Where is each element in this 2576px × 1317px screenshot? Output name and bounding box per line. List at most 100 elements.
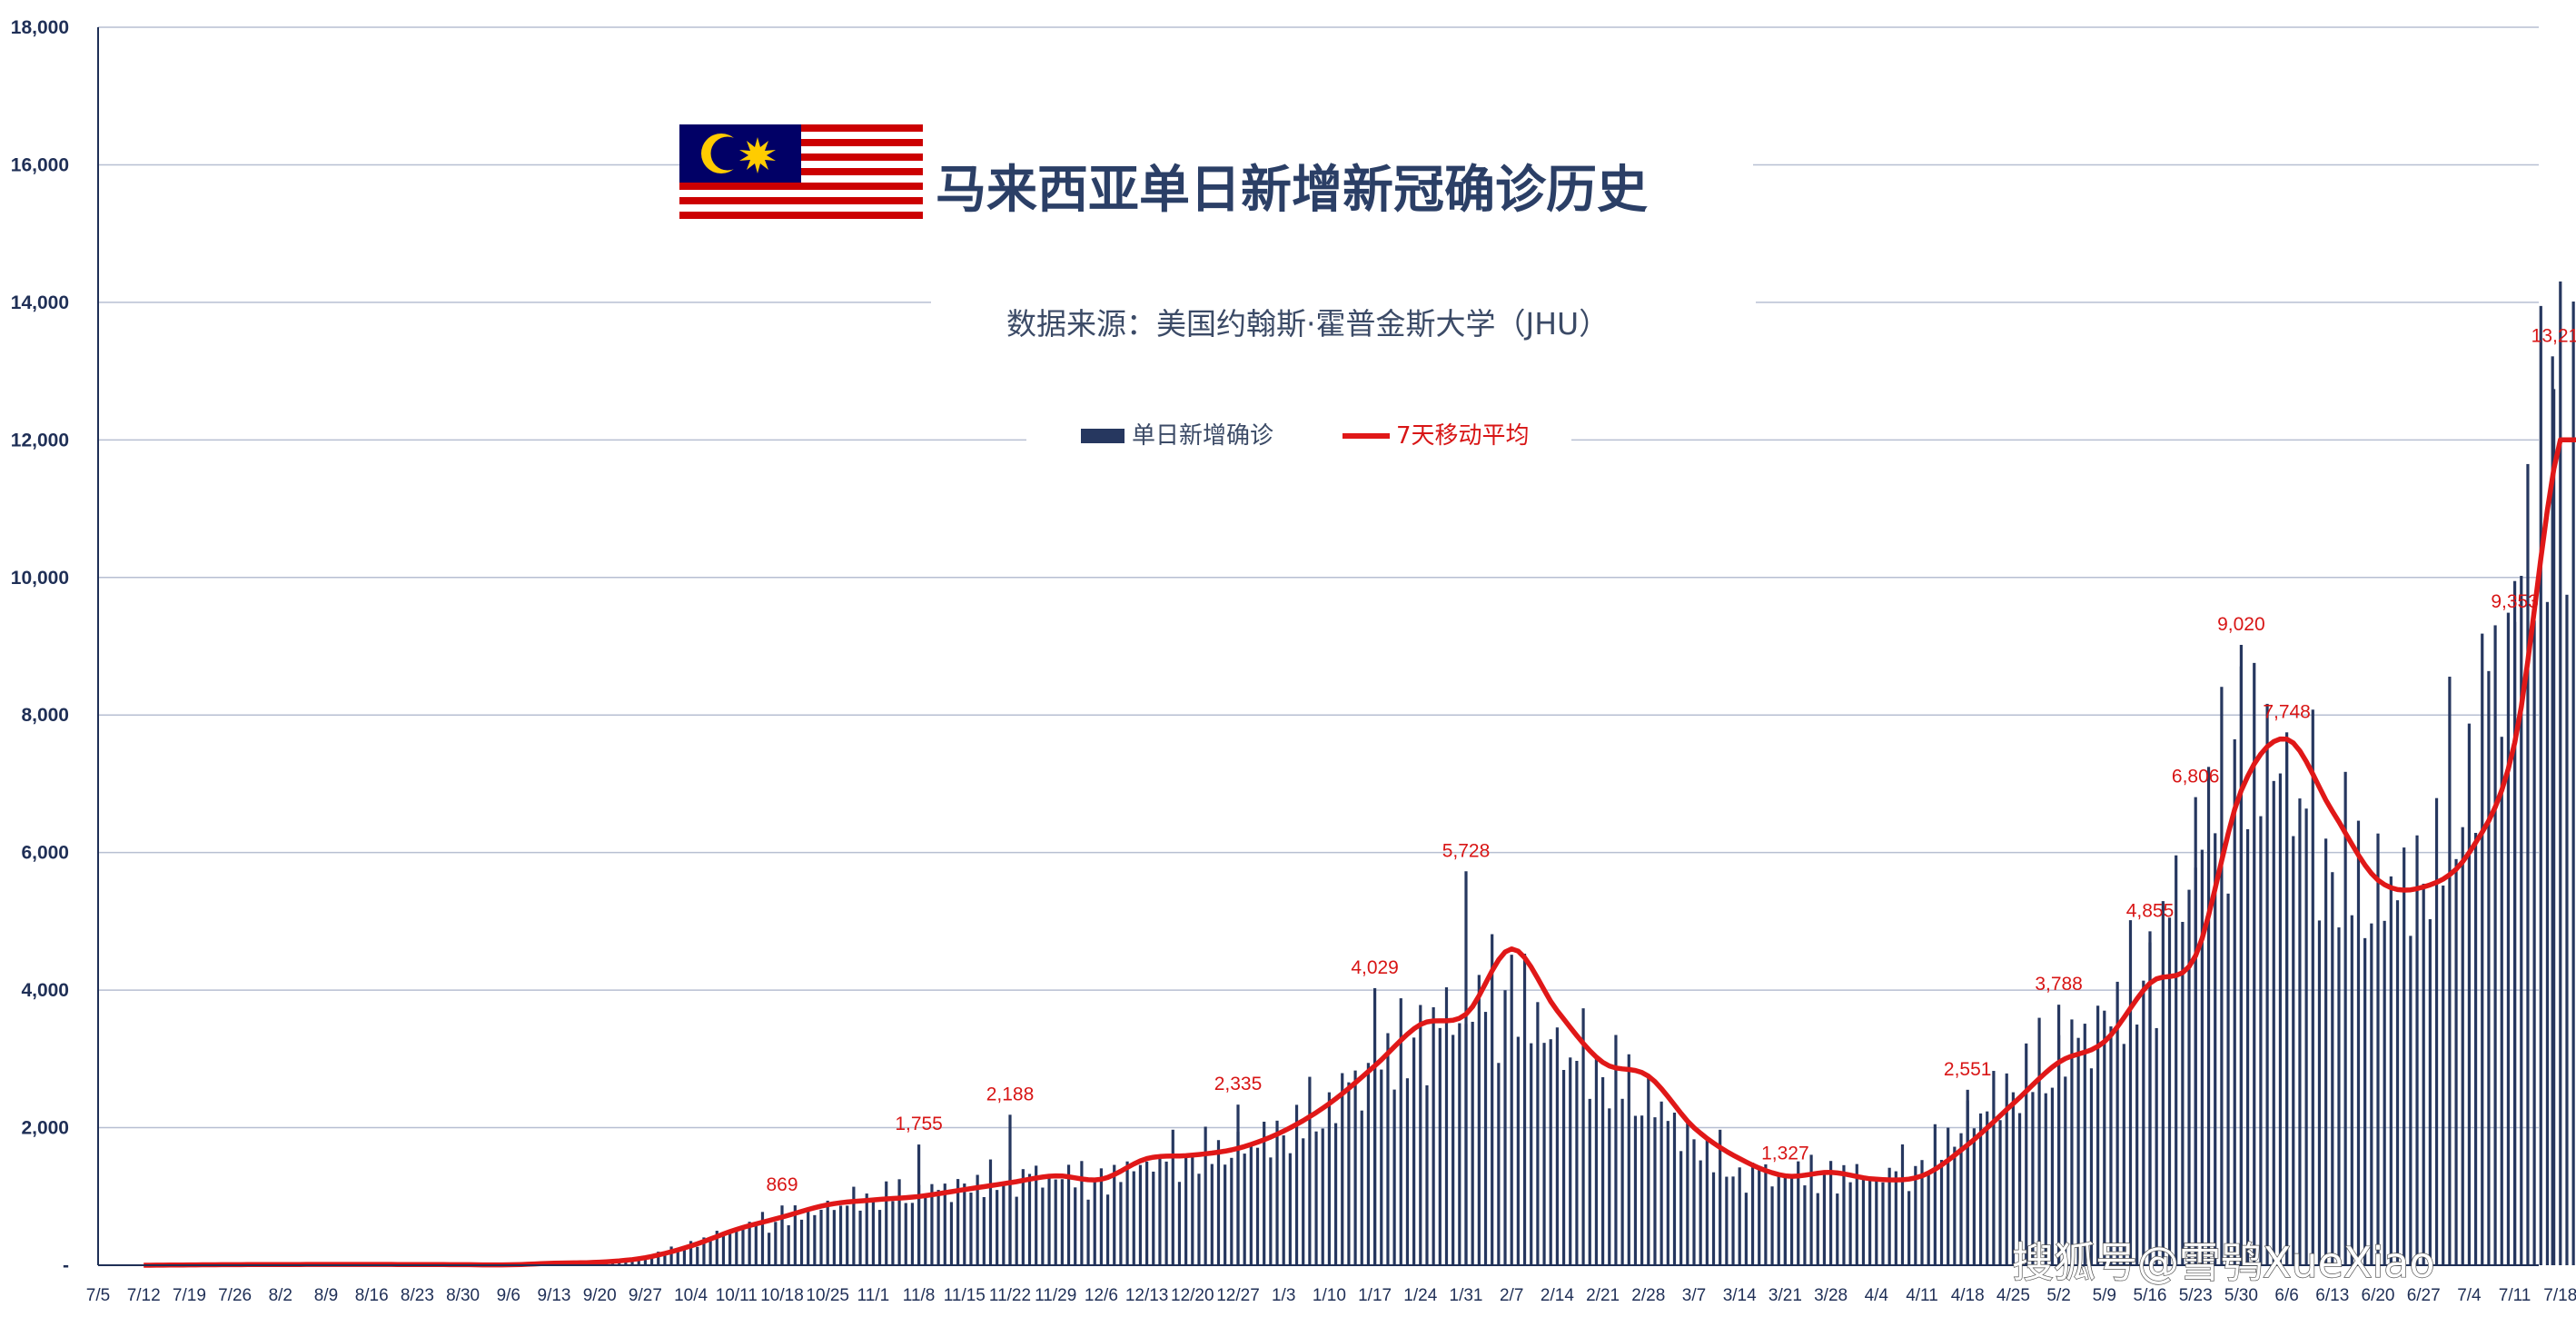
daily-bar: [956, 1179, 960, 1265]
x-tick-label: 4/25: [1996, 1286, 2030, 1305]
daily-bar: [715, 1231, 718, 1265]
daily-bar: [1432, 1006, 1435, 1265]
daily-bar: [637, 1257, 640, 1265]
daily-bar: [1549, 1039, 1552, 1265]
peak-bar: [1783, 1173, 1787, 1265]
daily-bar: [2214, 833, 2217, 1265]
daily-bar: [1392, 1089, 1396, 1265]
flag-stripe: [679, 183, 923, 190]
daily-bar: [2265, 703, 2269, 1265]
x-tick-label: 9/13: [538, 1286, 571, 1305]
daily-bar: [1041, 1187, 1045, 1265]
daily-bar: [1035, 1165, 1038, 1265]
daily-bar: [885, 1181, 888, 1265]
daily-bar: [2434, 797, 2439, 1265]
daily-bar: [1803, 1185, 1807, 1265]
x-tick-label: 7/12: [127, 1286, 161, 1305]
daily-bar: [2245, 828, 2250, 1265]
y-tick-label: 2,000: [21, 1118, 69, 1139]
daily-bar: [2415, 835, 2419, 1265]
daily-bar: [2428, 919, 2432, 1265]
daily-bar: [897, 1179, 901, 1265]
x-tick-label: 3/21: [1769, 1286, 1802, 1305]
data-label: 2,188: [986, 1084, 1035, 1104]
peak-bar: [1008, 1114, 1012, 1265]
daily-bar: [2103, 1010, 2106, 1265]
daily-bar: [2181, 921, 2185, 1265]
daily-bar: [1015, 1196, 1018, 1265]
legend-bar-label: 单日新增确诊: [1132, 422, 1273, 450]
daily-bar: [1099, 1168, 1103, 1265]
daily-bar: [852, 1186, 856, 1265]
daily-bar: [1731, 1176, 1735, 1265]
data-label: 9,020: [2217, 614, 2265, 635]
data-label: 5,728: [1442, 840, 1491, 861]
daily-bar: [1249, 1144, 1253, 1265]
daily-bar: [2253, 662, 2256, 1265]
daily-bar: [1809, 1154, 1813, 1265]
x-tick-label: 1/3: [1272, 1286, 1295, 1305]
daily-bar: [1842, 1164, 1846, 1265]
daily-bar: [1861, 1178, 1866, 1265]
daily-bar: [1686, 1120, 1689, 1265]
daily-bar: [1216, 1140, 1221, 1265]
daily-bar: [2343, 771, 2347, 1265]
daily-bar: [1927, 1173, 1930, 1265]
daily-bar: [924, 1197, 927, 1265]
x-tick-label: 3/28: [1814, 1286, 1848, 1305]
daily-bar: [846, 1205, 849, 1265]
daily-bar: [1366, 1063, 1371, 1265]
daily-bar: [1360, 1110, 1363, 1265]
daily-bar: [1836, 1193, 1839, 1265]
daily-bar: [2115, 981, 2119, 1265]
daily-bar: [1438, 1027, 1442, 1265]
data-label: 1,327: [1761, 1144, 1809, 1164]
x-tick-label: 5/16: [2134, 1286, 2167, 1305]
peak-bar: [2239, 644, 2243, 1265]
peak-bar: [2194, 797, 2197, 1265]
daily-bar: [1992, 1071, 1996, 1265]
daily-bar: [2142, 980, 2145, 1265]
daily-bar: [1503, 990, 1507, 1265]
daily-bar: [1588, 1098, 1591, 1265]
daily-bar: [2037, 1017, 2041, 1265]
daily-bar: [1601, 1077, 1605, 1265]
daily-bar: [1458, 1023, 1461, 1265]
daily-bar: [1575, 1061, 1579, 1265]
x-tick-label: 11/29: [1035, 1286, 1076, 1305]
daily-bar: [988, 1159, 993, 1265]
peak-bar: [1373, 987, 1377, 1265]
daily-bar: [1444, 987, 1449, 1265]
daily-bar: [2545, 601, 2550, 1265]
daily-bar: [1294, 1104, 1299, 1265]
daily-bar: [1269, 1157, 1273, 1265]
daily-bar: [1900, 1144, 1905, 1265]
daily-case-bars: [142, 281, 2575, 1266]
daily-bar: [1738, 1167, 1741, 1265]
daily-bar: [2135, 1025, 2139, 1265]
daily-bar: [702, 1237, 706, 1265]
y-tick-label: 18,000: [11, 17, 69, 38]
daily-bar: [1184, 1157, 1188, 1265]
daily-bar: [2298, 798, 2302, 1265]
daily-bar: [2005, 1073, 2008, 1265]
daily-bar: [1679, 1151, 1683, 1265]
daily-bar: [969, 1193, 973, 1265]
daily-bar: [1419, 1005, 1422, 1265]
daily-bar: [1959, 1133, 1963, 1265]
daily-bar: [768, 1233, 771, 1265]
daily-bar: [2128, 920, 2133, 1265]
daily-bar: [2571, 301, 2575, 1265]
daily-bar: [1719, 1129, 1722, 1265]
daily-bar: [2559, 281, 2562, 1266]
daily-bar: [754, 1225, 758, 1265]
x-tick-label: 10/18: [760, 1286, 804, 1305]
daily-bar: [1894, 1171, 1897, 1265]
daily-bar: [1647, 1076, 1650, 1265]
daily-bar: [2363, 937, 2367, 1265]
x-tick-label: 8/30: [446, 1286, 480, 1305]
daily-bar: [1477, 975, 1481, 1265]
daily-bar: [832, 1210, 836, 1265]
peak-bar: [1966, 1089, 1969, 1265]
y-tick-label: 12,000: [11, 430, 69, 451]
